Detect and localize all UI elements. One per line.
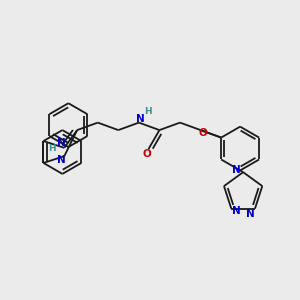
Text: N: N xyxy=(57,155,66,165)
Text: N: N xyxy=(232,165,241,175)
Text: N: N xyxy=(57,138,66,148)
Text: N: N xyxy=(136,114,145,124)
Text: N: N xyxy=(246,208,254,219)
Text: H: H xyxy=(144,107,152,116)
Text: O: O xyxy=(142,149,151,159)
Text: N: N xyxy=(232,206,241,216)
Text: O: O xyxy=(198,128,207,138)
Text: H: H xyxy=(49,144,56,153)
